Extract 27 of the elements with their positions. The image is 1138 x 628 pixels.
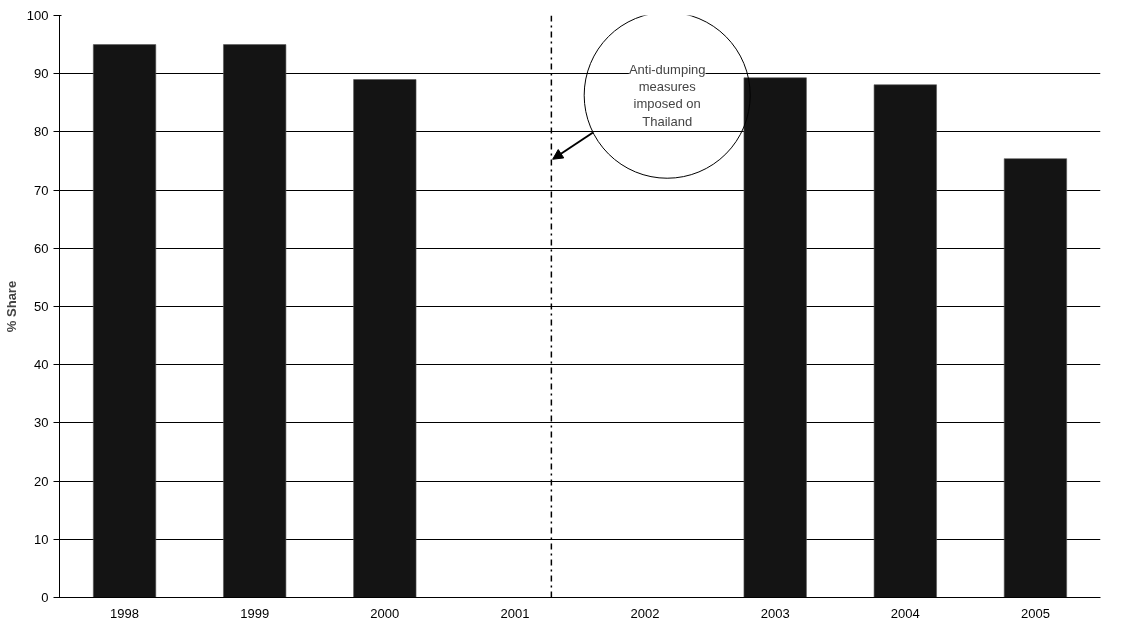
y-tick-label: 100: [26, 8, 49, 23]
bar: [873, 84, 937, 598]
x-tick-label: 2004: [890, 605, 920, 621]
bar: [223, 44, 287, 598]
y-axis-title: % Share: [3, 280, 19, 333]
y-tick-label: 0: [41, 590, 49, 605]
x-tick-label: 2001: [500, 605, 530, 621]
y-tick-label: 30: [34, 415, 49, 431]
annotation: Anti-dumping measures imposed on Thailand: [628, 61, 706, 129]
y-tick-label: 70: [34, 182, 49, 198]
x-tick-label: 2003: [760, 605, 790, 621]
x-tick-label: 2000: [370, 605, 400, 621]
bar: [1003, 158, 1067, 598]
y-tick-label: 80: [34, 124, 49, 140]
x-tick-label: 2002: [630, 605, 660, 621]
x-tick-label: 1999: [240, 605, 270, 621]
bar: [743, 77, 807, 598]
y-tick-label: 90: [34, 66, 49, 82]
y-tick-label: 20: [34, 473, 49, 489]
bar: [93, 44, 157, 598]
x-tick-label: 2005: [1020, 605, 1050, 621]
x-tick-label: 1998: [110, 605, 140, 621]
y-tick-label: 50: [34, 299, 49, 314]
y-tick-label: 60: [34, 240, 49, 256]
y-tick-label: 10: [34, 531, 49, 547]
y-tick-label: 40: [34, 357, 49, 373]
bar: [353, 79, 417, 598]
